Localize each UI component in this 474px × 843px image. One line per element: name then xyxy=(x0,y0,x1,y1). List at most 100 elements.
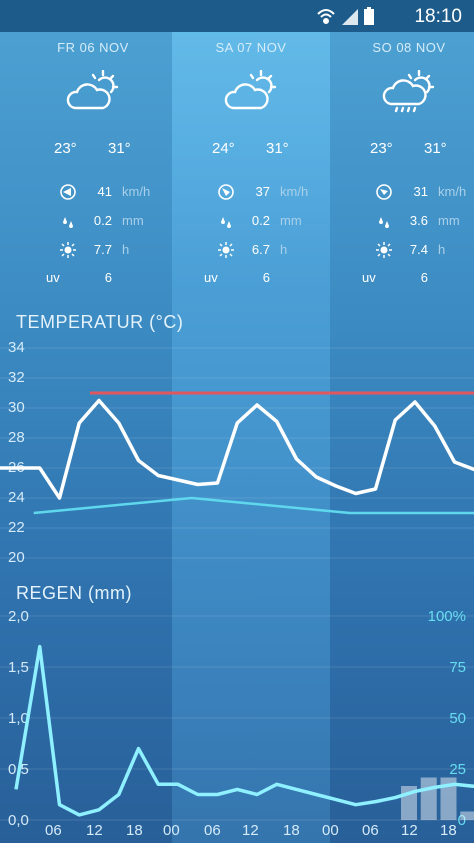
rain-row: 0.2 mm xyxy=(172,213,330,233)
x-tick-label: 12 xyxy=(401,822,418,839)
wind-unit: km/h xyxy=(122,184,151,199)
axis-tick-label: 24 xyxy=(8,489,25,506)
x-tick-label: 06 xyxy=(45,822,62,839)
uv-label: uv xyxy=(362,270,376,285)
sun-icon xyxy=(218,242,234,258)
wind-value: 41 xyxy=(97,184,112,199)
temp-max: 31° xyxy=(108,140,131,157)
day-label: SA 07 NOV xyxy=(215,40,287,55)
rain-row: 0.2 mm xyxy=(14,213,172,233)
x-tick-label: 00 xyxy=(163,822,180,839)
min-temperature-line xyxy=(33,496,474,515)
status-time: 18:10 xyxy=(414,6,462,27)
raindrop-icon xyxy=(221,217,231,228)
signal-icon xyxy=(342,9,358,25)
day-column[interactable]: SA 07 NOV 24° 31° 37 km/h 0.2 mm 6.7 h uv 6 xyxy=(172,32,330,302)
uv-label: uv xyxy=(46,270,60,285)
uv-value: 6 xyxy=(262,270,270,285)
rain-value: 0.2 xyxy=(93,213,112,228)
sun-unit: h xyxy=(280,242,288,257)
uv-row: uv 6 xyxy=(14,270,172,290)
axis-tick-label: 75 xyxy=(449,659,466,676)
wind-value: 31 xyxy=(413,184,428,199)
temp-min: 23° xyxy=(54,140,77,157)
sun-row: 7.4 h xyxy=(330,242,474,262)
rain-probability-bar xyxy=(420,777,437,820)
temp-min: 23° xyxy=(370,140,393,157)
axis-tick-label: 50 xyxy=(449,710,466,727)
x-tick-label: 06 xyxy=(362,822,379,839)
axis-tick-label: 0 xyxy=(458,812,466,829)
rain-cloud-icon xyxy=(382,70,435,113)
x-tick-label: 00 xyxy=(322,822,339,839)
sun-value: 7.7 xyxy=(93,242,112,257)
uv-row: uv 6 xyxy=(330,270,474,290)
wind-row: 41 km/h xyxy=(14,184,172,204)
partly-cloudy-icon xyxy=(66,70,119,110)
sun-unit: h xyxy=(438,242,446,257)
sun-row: 7.7 h xyxy=(14,242,172,262)
x-tick-label: 18 xyxy=(126,822,143,839)
x-tick-label: 12 xyxy=(242,822,259,839)
axis-tick-label: 2,0 xyxy=(8,608,29,625)
axis-tick-label: 20 xyxy=(8,549,25,566)
wind-direction-icon xyxy=(60,184,76,200)
rain-value: 3.6 xyxy=(409,213,428,228)
sun-icon xyxy=(376,242,392,258)
axis-tick-label: 34 xyxy=(8,339,25,356)
rain-value: 0.2 xyxy=(251,213,270,228)
sun-unit: h xyxy=(122,242,130,257)
day-column[interactable]: FR 06 NOV 23° 31° 41 km/h 0.2 mm 7.7 h uv 6 xyxy=(14,32,172,302)
x-tick-label: 18 xyxy=(440,822,457,839)
day-label: FR 06 NOV xyxy=(57,40,129,55)
x-tick-label: 12 xyxy=(86,822,103,839)
wifi-icon xyxy=(317,9,335,24)
partly-cloudy-icon xyxy=(224,70,277,110)
temperature-title: TEMPERATUR (°C) xyxy=(16,312,184,332)
rain-unit: mm xyxy=(122,213,144,228)
wind-direction-icon xyxy=(218,184,234,200)
sun-value: 6.7 xyxy=(251,242,270,257)
axis-tick-label: 25 xyxy=(449,761,466,778)
selected-day-highlight xyxy=(172,32,330,843)
wind-unit: km/h xyxy=(438,184,467,199)
uv-row: uv 6 xyxy=(172,270,330,290)
axis-tick-label: 100% xyxy=(427,608,466,625)
rain-title: REGEN (mm) xyxy=(16,583,132,603)
sun-row: 6.7 h xyxy=(172,242,330,262)
rain-unit: mm xyxy=(280,213,302,228)
sun-value: 7.4 xyxy=(409,242,428,257)
sun-icon xyxy=(60,242,76,258)
battery-icon xyxy=(364,7,374,25)
axis-tick-label: 0,0 xyxy=(8,812,29,829)
x-tick-label: 06 xyxy=(204,822,221,839)
axis-tick-label: 1,5 xyxy=(8,659,29,676)
wind-direction-icon xyxy=(376,184,392,200)
axis-tick-label: 28 xyxy=(8,429,25,446)
uv-value: 6 xyxy=(104,270,112,285)
temp-min: 24° xyxy=(212,140,235,157)
temperature-line xyxy=(0,398,474,500)
rain-probability-bar xyxy=(440,777,457,820)
rain-row: 3.6 mm xyxy=(330,213,474,233)
rain-line xyxy=(14,644,474,817)
day-column[interactable]: SO 08 NOV 23° 31° 31 km/h 3.6 mm 7.4 h uv 6 xyxy=(330,32,474,302)
uv-value: 6 xyxy=(420,270,428,285)
wind-unit: km/h xyxy=(280,184,309,199)
x-tick-label: 18 xyxy=(283,822,300,839)
raindrop-icon xyxy=(63,217,73,228)
uv-label: uv xyxy=(204,270,218,285)
day-label: SO 08 NOV xyxy=(372,40,446,55)
raindrop-icon xyxy=(379,217,389,228)
axis-tick-label: 32 xyxy=(8,369,25,386)
wind-value: 37 xyxy=(255,184,270,199)
status-bar: 18:10 xyxy=(0,0,474,32)
axis-tick-label: 30 xyxy=(8,399,25,416)
wind-row: 31 km/h xyxy=(330,184,474,204)
rain-probability-bar xyxy=(460,811,474,820)
temp-max: 31° xyxy=(266,140,289,157)
axis-tick-label: 22 xyxy=(8,519,25,536)
status-icons xyxy=(317,7,374,25)
wind-row: 37 km/h xyxy=(172,184,330,204)
